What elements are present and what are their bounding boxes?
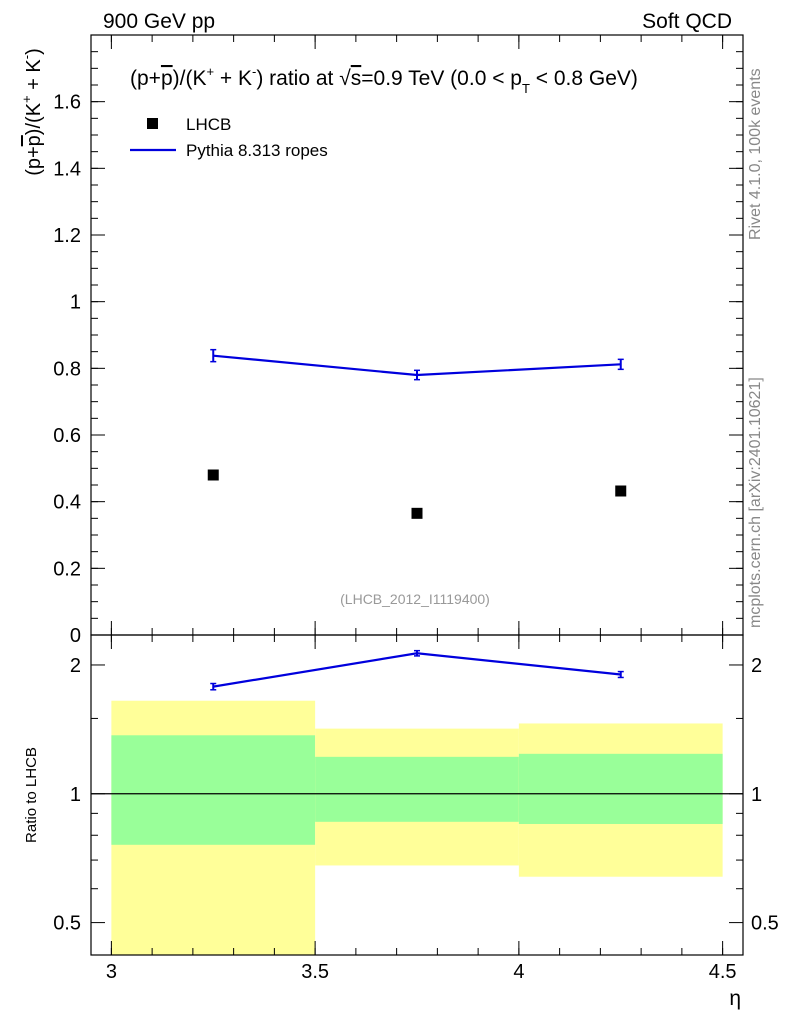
- main-y-tick-label: 1.4: [53, 158, 81, 180]
- ratio-y-tick-label-right: 1: [751, 784, 762, 806]
- legend-lhcb-label: LHCB: [186, 115, 231, 134]
- ratio-plot-area: [91, 649, 743, 955]
- axis-tick-labels: 0 0.2 0.4 0.6 0.8 1 1.2 1.4 1.6 3 3.5 4 4.5 0.5 0.5 1 1 2…: [53, 92, 779, 983]
- legend: LHCB Pythia 8.313 ropes: [130, 115, 328, 160]
- main-y-tick-label: 0.6: [53, 425, 81, 447]
- x-tick-label: 3: [106, 961, 117, 983]
- ratio-band-inner: [518, 753, 723, 824]
- ratio-pythia-line: [213, 652, 621, 688]
- main-y-axis-label: (p+p)/(K+ + K-): [19, 48, 45, 176]
- mcplots-info: mcplots.cern.ch [arXiv:2401.10621]: [747, 377, 764, 628]
- x-tick-label: 3.5: [301, 961, 329, 983]
- lhcb-data-point: [207, 469, 219, 481]
- ratio-band-inner: [111, 735, 316, 845]
- x-tick-label: 4.5: [709, 961, 737, 983]
- header-right: Soft QCD: [642, 10, 732, 33]
- main-y-tick-label: 0.8: [53, 358, 81, 380]
- ratio-y-tick-label-right: 0.5: [751, 913, 779, 935]
- ratio-y-tick-label-left: 0.5: [53, 913, 81, 935]
- main-plot-area: [207, 348, 627, 519]
- x-tick-label: 4: [513, 961, 524, 983]
- ratio-y-tick-label-left: 1: [70, 784, 81, 806]
- ratio-y-axis-label: Ratio to LHCB: [23, 747, 40, 843]
- main-y-tick-label: 0.4: [53, 492, 81, 514]
- x-axis-label: η: [729, 987, 741, 1010]
- ratio-frame: [90, 634, 744, 956]
- axis-ticks: [91, 34, 743, 955]
- lhcb-data-point: [411, 507, 423, 519]
- main-y-tick-label: 1: [70, 292, 81, 314]
- ratio-y-tick-label-left: 2: [70, 655, 81, 677]
- main-y-tick-label: 1.6: [53, 92, 81, 114]
- legend-pythia-label: Pythia 8.313 ropes: [186, 141, 328, 160]
- header-left: 900 GeV pp: [103, 10, 215, 33]
- main-y-tick-label: 0.2: [53, 558, 81, 580]
- ratio-y-tick-label-right: 2: [751, 655, 762, 677]
- lhcb-data-point: [615, 485, 627, 497]
- legend-lhcb-marker: [147, 118, 158, 129]
- main-y-tick-label: 0: [70, 625, 81, 647]
- ratio-band-inner: [315, 756, 519, 822]
- main-y-tick-label: 1.2: [53, 225, 81, 247]
- analysis-reference: (LHCB_2012_I1119400): [340, 591, 490, 607]
- rivet-info: Rivet 4.1.0, 100k events: [747, 68, 764, 240]
- main-title: (p+p)/(K+ + K-) ratio at √s=0.9 TeV (0.0…: [130, 64, 638, 96]
